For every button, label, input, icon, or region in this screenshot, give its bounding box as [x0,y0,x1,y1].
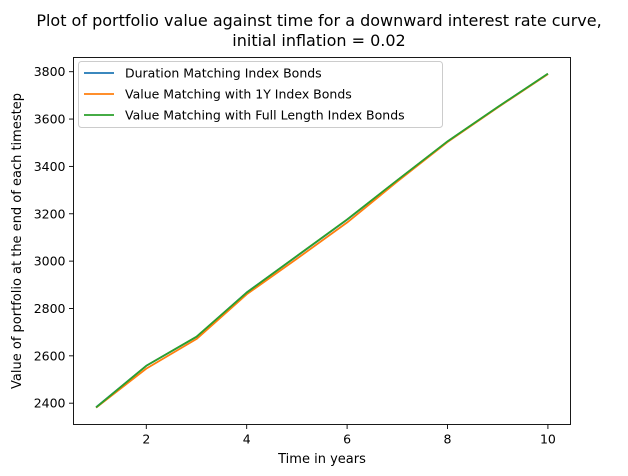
chart-title: Plot of portfolio value against time for… [36,11,601,30]
series-line-3 [95,72,549,409]
x-axis-ticks: 2 4 6 8 10 [142,424,556,447]
x-tick-label: 2 [142,432,150,447]
y-tick-label: 3200 [34,206,66,221]
x-tick-label: 4 [243,432,251,447]
x-tick-label: 6 [343,432,351,447]
plot-series [95,72,549,409]
legend-label: Value Matching with 1Y Index Bonds [125,87,352,102]
y-tick-label: 2400 [34,396,66,411]
y-axis-label: Value of portfolio at the end of each ti… [10,93,25,389]
y-tick-label: 2800 [34,301,66,316]
x-tick-label: 10 [540,432,556,447]
y-axis-ticks: 2400 2600 2800 3000 3200 3400 3600 3800 [34,64,74,411]
x-axis-label: Time in years [277,452,366,467]
legend-box [78,61,443,128]
y-tick-label: 3000 [34,254,66,269]
y-tick-label: 3800 [34,64,66,79]
chart-legend: Duration Matching Index Bonds Value Match… [78,61,443,128]
x-tick-label: 8 [444,432,452,447]
plot-frame [73,57,571,425]
legend-label: Value Matching with Full Length Index Bo… [125,108,405,123]
y-tick-label: 3400 [34,159,66,174]
legend-label: Duration Matching Index Bonds [125,66,322,81]
chart-subtitle: initial inflation = 0.02 [232,31,405,50]
y-tick-label: 2600 [34,348,66,363]
y-tick-label: 3600 [34,112,66,127]
